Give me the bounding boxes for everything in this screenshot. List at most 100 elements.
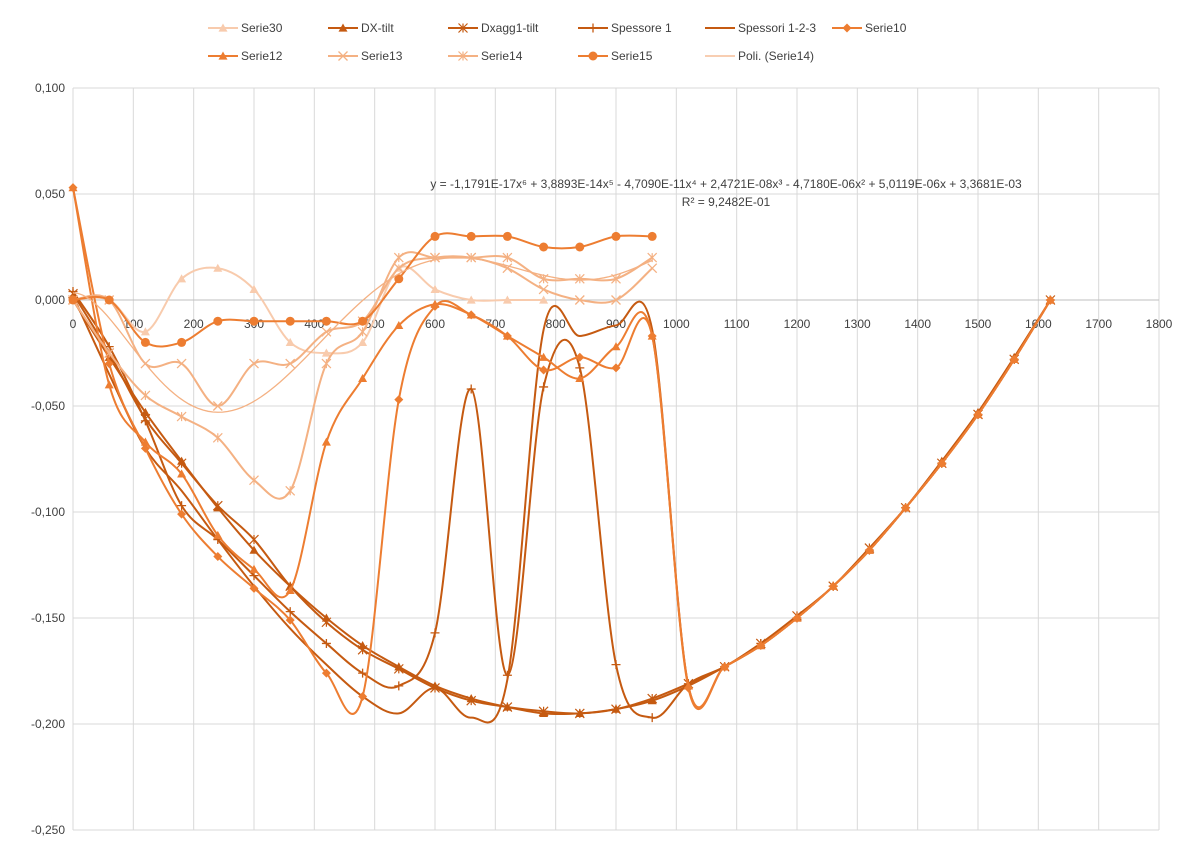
data-point <box>1009 354 1019 363</box>
data-point <box>466 695 477 706</box>
legend-label: Serie15 <box>611 49 653 63</box>
data-point <box>249 564 259 573</box>
data-point <box>358 373 368 383</box>
data-point <box>647 263 658 274</box>
x-tick-label: 800 <box>546 317 566 331</box>
y-tick-label: 0,000 <box>35 293 65 307</box>
data-point <box>285 615 295 625</box>
legend-label: Serie30 <box>241 21 283 35</box>
legend-item: Serie13 <box>328 49 403 63</box>
data-point <box>575 373 585 383</box>
legend-item: Serie30 <box>208 21 283 35</box>
x-tick-label: 1600 <box>1025 317 1052 331</box>
data-point <box>574 708 585 719</box>
x-tick-label: 1300 <box>844 317 871 331</box>
legend-swatch-marker <box>218 23 228 32</box>
gridlines <box>72 87 1160 831</box>
data-point <box>321 437 331 446</box>
data-point <box>466 384 476 394</box>
data-point <box>430 231 440 241</box>
data-point <box>502 702 513 712</box>
legend-label: Spessore 1 <box>611 21 672 35</box>
x-tick-label: 1100 <box>724 317 750 331</box>
data-point <box>321 668 331 678</box>
data-point <box>321 617 332 628</box>
data-point <box>358 337 368 346</box>
data-point <box>901 503 911 512</box>
legend-item: Spessori 1-2-3 <box>705 21 816 35</box>
series-serie12 <box>68 183 1055 709</box>
data-point <box>466 252 477 263</box>
data-point <box>539 242 549 252</box>
y-tick-label: -0,250 <box>31 823 65 837</box>
legend-swatch-marker <box>588 51 598 61</box>
data-point <box>358 316 368 326</box>
x-tick-label: 400 <box>304 317 324 331</box>
data-point <box>358 668 368 678</box>
data-point <box>683 681 693 690</box>
data-point <box>502 331 512 340</box>
data-point <box>213 316 223 326</box>
y-tick-label: 0,100 <box>35 81 65 95</box>
data-point <box>249 475 259 486</box>
x-tick-label: 600 <box>425 317 445 331</box>
data-point <box>611 295 621 305</box>
data-point <box>430 284 440 293</box>
data-point <box>756 641 766 650</box>
data-point <box>864 545 874 554</box>
data-point <box>249 534 259 545</box>
x-tick-label: 1500 <box>965 317 992 331</box>
data-point <box>539 295 549 304</box>
legend-swatch-marker <box>458 23 468 33</box>
data-point <box>249 583 259 593</box>
data-point <box>285 316 295 326</box>
trendline-equation: y = -1,1791E-17x⁶ + 3,8893E-14x⁵ - 4,709… <box>430 177 1022 191</box>
legend-label: DX-tilt <box>361 21 394 35</box>
data-point <box>792 613 802 622</box>
data-point <box>176 458 187 469</box>
data-point <box>140 390 151 401</box>
x-tick-label: 1200 <box>784 317 811 331</box>
data-point <box>538 706 549 717</box>
data-point <box>539 365 549 375</box>
legend-item: Serie15 <box>578 49 653 63</box>
data-point <box>212 401 223 411</box>
y-tick-label: -0,050 <box>31 399 65 413</box>
data-point <box>177 509 187 519</box>
data-point <box>285 585 295 595</box>
legend-label: Serie14 <box>481 49 523 63</box>
data-point <box>937 458 947 467</box>
data-point <box>430 628 440 638</box>
legend-swatch-marker <box>218 51 228 60</box>
data-point <box>393 252 404 263</box>
data-point <box>574 273 585 284</box>
data-point <box>249 358 259 369</box>
data-point <box>430 299 440 308</box>
legend-item: Dxagg1-tilt <box>448 21 539 35</box>
legend-swatch-marker <box>588 23 598 33</box>
data-point <box>249 545 259 554</box>
data-point <box>575 363 585 373</box>
y-tick-label: -0,150 <box>31 611 65 625</box>
data-point <box>973 409 983 419</box>
data-point <box>140 443 150 453</box>
data-point <box>394 274 404 284</box>
data-point <box>502 295 512 304</box>
legend-item: Serie12 <box>208 49 283 63</box>
legend-swatch-marker <box>338 51 348 61</box>
data-point <box>177 501 187 511</box>
legend-item: DX-tilt <box>328 21 394 35</box>
series-line <box>72 251 653 500</box>
x-tick-label: 1800 <box>1146 317 1173 331</box>
data-point <box>285 607 295 617</box>
data-point <box>176 411 187 422</box>
data-point <box>321 638 331 648</box>
legend-swatch-marker <box>338 23 348 32</box>
x-tick-label: 700 <box>485 317 505 331</box>
legend-swatch-marker <box>842 23 852 33</box>
data-point <box>611 342 621 351</box>
trendline <box>72 256 653 413</box>
data-point <box>321 316 331 326</box>
data-point <box>1045 295 1055 304</box>
